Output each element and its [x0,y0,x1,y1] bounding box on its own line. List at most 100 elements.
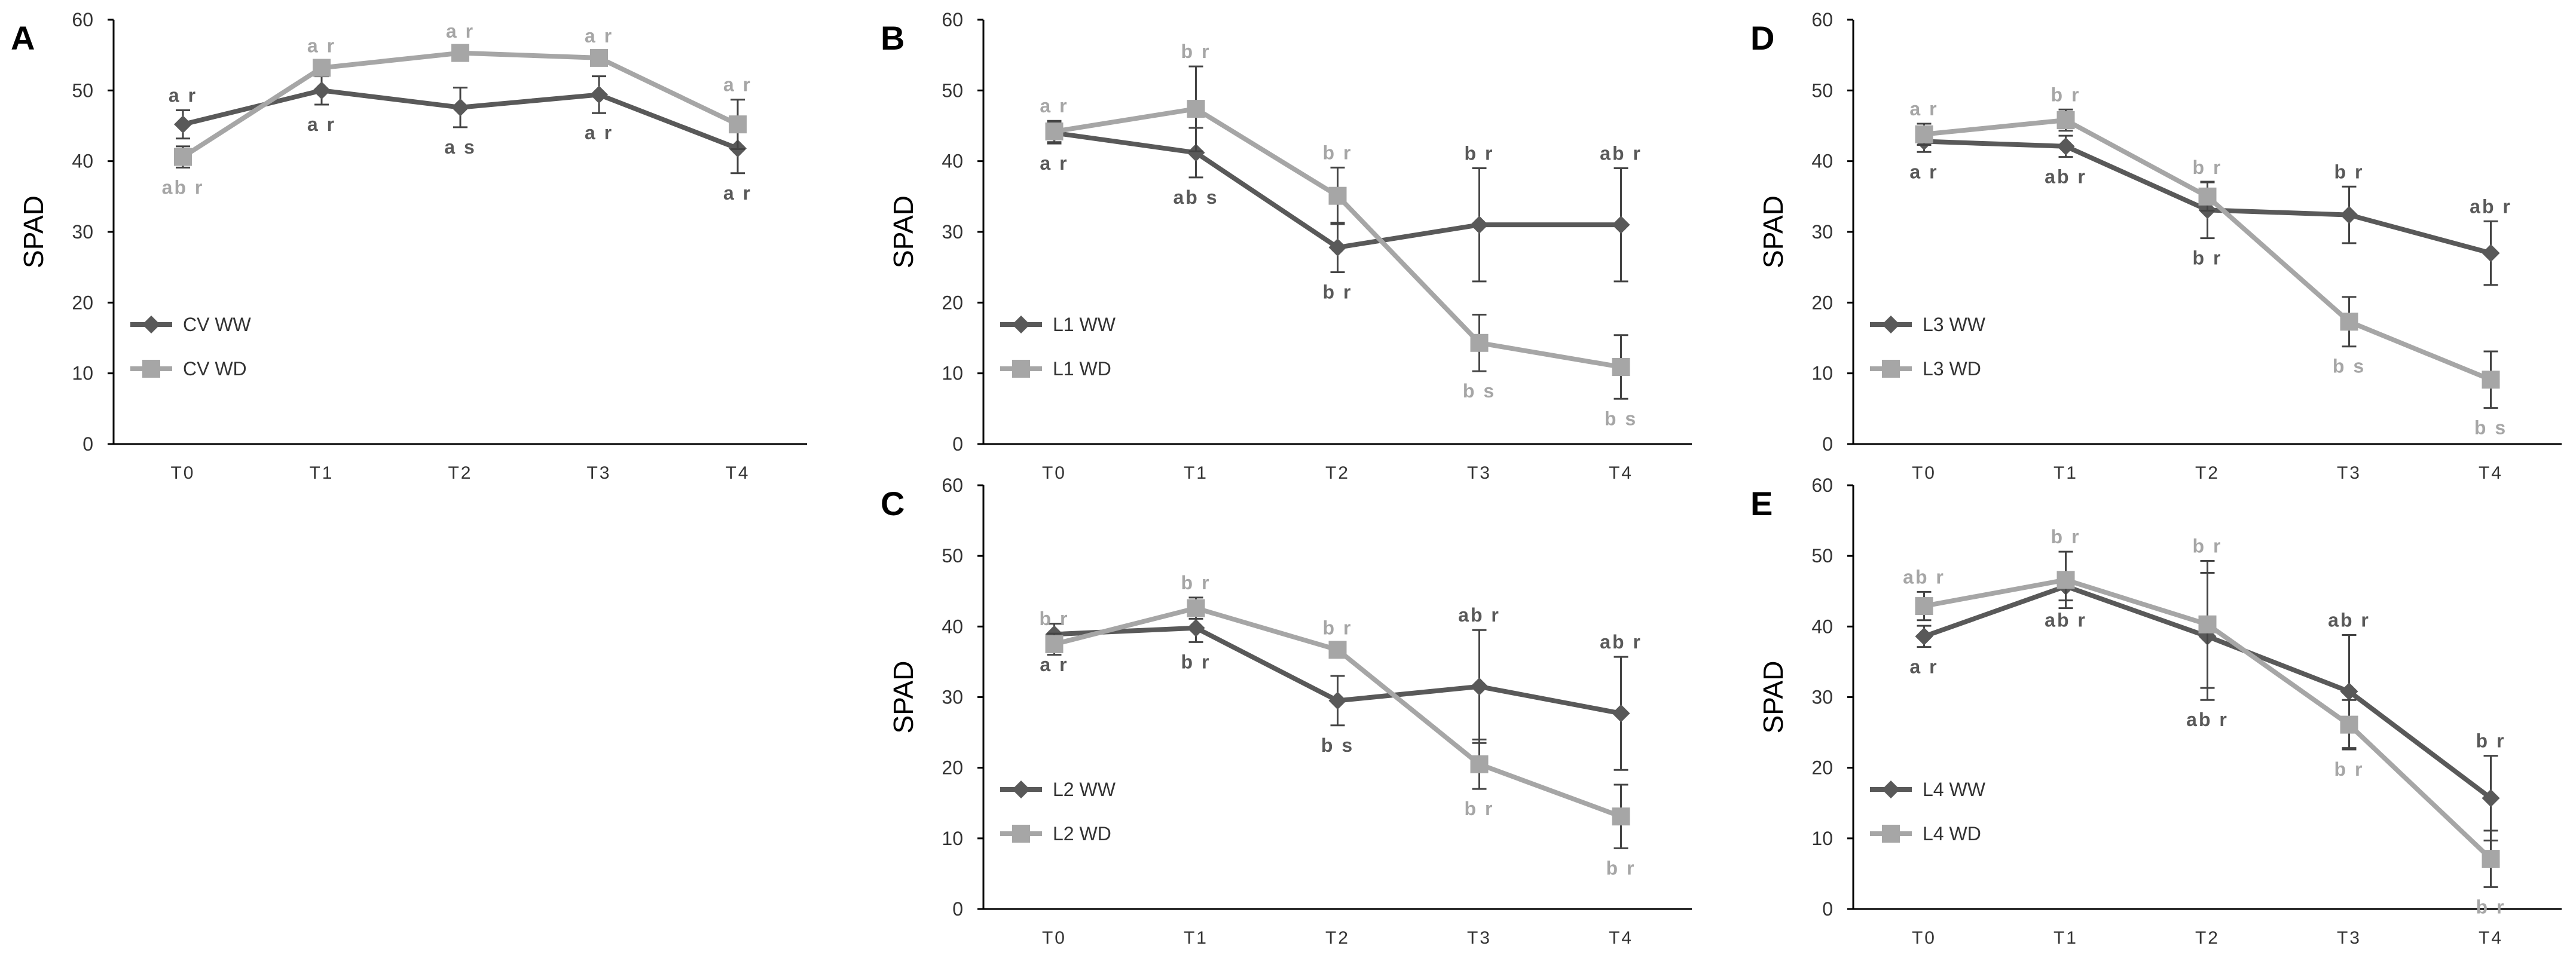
data-point [2482,850,2500,868]
y-tick-label: 0 [1822,433,1833,455]
legend-entry: L4 WW [1923,779,1986,800]
significance-label: b r [1181,572,1211,593]
significance-label: a r [169,84,197,106]
x-tick-label: T4 [1609,928,1633,948]
x-tick-label: T0 [1042,463,1067,483]
x-tick-label: T1 [309,463,334,483]
significance-label: a r [1040,95,1068,117]
data-point [1915,597,1933,616]
panel-d: D 0 10 20 30 40 50 60 T0 T1 T2 T3 T4 SPAD a r ab r b r b … [1750,9,2562,483]
data-point [2482,371,2500,389]
data-point [2340,313,2358,331]
series-l1-ww: a r ab s b r b r ab r [1040,121,1640,302]
y-tick-label: 60 [942,475,963,496]
series-cv-wd: ab r a r a r a r a r [162,20,752,198]
data-point [2340,682,2358,701]
legend-swatch-marker [1012,360,1030,378]
x-tick-label: T1 [1184,928,1208,948]
y-tick-label: 40 [1811,616,1833,637]
y-tick-label: 50 [72,79,93,101]
data-point [1328,691,1347,710]
y-tick-label: 30 [1811,687,1833,708]
legend-entry: L1 WD [1053,358,1111,379]
data-point [1187,143,1205,162]
significance-label: b s [2333,356,2366,377]
x-tick-label: T3 [1467,928,1492,948]
panel-label: B [881,19,904,57]
data-point [1470,755,1489,773]
x-tick-label: T0 [1042,928,1067,948]
data-point [451,44,469,62]
panel-label: E [1750,485,1773,522]
significance-label: ab r [1903,566,1945,587]
significance-label: a r [723,74,752,96]
series-l1-wd: a r b r b r b s b s [1040,41,1636,429]
x-tick-label: T0 [1912,928,1936,948]
y-tick-label: 30 [1811,221,1833,243]
legend-entry: CV WD [183,358,247,379]
data-point [174,148,192,166]
y-tick-label: 10 [1811,363,1833,384]
data-point [2198,615,2217,633]
x-tick-label: T3 [2337,463,2361,483]
y-tick-label: 40 [942,616,963,637]
significance-label: b r [1465,798,1495,819]
data-point [2482,244,2500,262]
legend-swatch-marker [1012,825,1030,843]
y-tick-label: 10 [942,363,963,384]
y-tick-label: 30 [942,687,963,708]
significance-label: a r [1040,654,1068,675]
x-tick-label: T3 [2337,928,2361,948]
x-tick-label: T1 [2054,928,2078,948]
panel-label: D [1750,19,1774,57]
significance-label: b r [2334,161,2364,182]
x-tick-label: T2 [1325,463,1350,483]
data-point [2056,137,2075,155]
series-l2-ww: a r b r b s ab r ab r [1040,604,1640,771]
significance-label: a r [585,122,613,143]
legend-swatch-marker [1882,360,1900,378]
significance-label: a r [585,25,613,47]
y-tick-label: 60 [1811,475,1833,496]
significance-label: b s [1463,380,1496,402]
y-axis-title: SPAD [888,661,919,734]
significance-label: a r [307,114,336,135]
y-tick-label: 40 [942,151,963,172]
y-tick-label: 20 [942,292,963,313]
data-point [1612,807,1630,826]
data-point [313,59,331,77]
significance-label: b s [2474,417,2507,439]
legend-swatch-marker [1882,316,1900,333]
data-point [1612,358,1630,377]
x-tick-label: T1 [1184,463,1208,483]
data-point [1187,599,1205,617]
significance-label: a r [1909,161,1938,182]
data-point [1470,333,1489,352]
data-point [1470,677,1489,696]
x-tick-label: T2 [2195,928,2220,948]
significance-label: a s [444,136,476,158]
legend-swatch-marker [142,316,160,333]
data-point [1187,100,1205,118]
legend-entry: CV WW [183,314,252,335]
legend-entry: L1 WW [1053,314,1116,335]
x-tick-label: T0 [1912,463,1936,483]
legend-swatch-marker [1012,781,1030,798]
significance-label: a r [1909,656,1938,678]
x-tick-label: T0 [170,463,195,483]
data-point [2056,111,2075,130]
data-point [451,98,469,117]
x-tick-label: T4 [725,463,750,483]
data-point [1187,619,1205,637]
y-tick-label: 20 [1811,292,1833,313]
y-axis-title: SPAD [18,195,49,268]
data-point [1915,627,1933,645]
data-point [2340,206,2358,224]
data-point [313,81,331,100]
legend-swatch-marker [1882,781,1900,798]
series-l4-wd: ab r b r b r b r b r [1903,526,2504,917]
panel-label: A [11,19,35,57]
